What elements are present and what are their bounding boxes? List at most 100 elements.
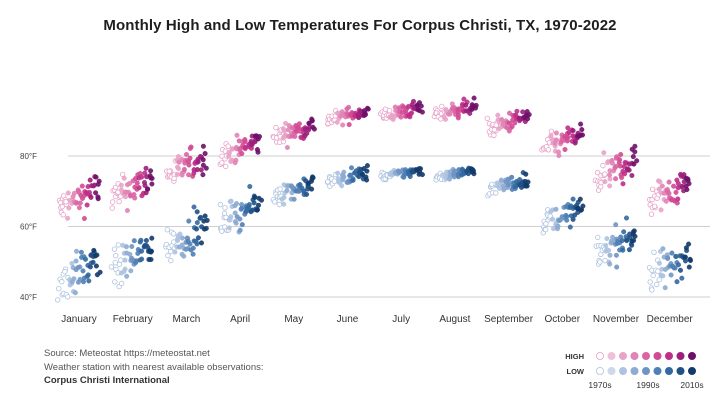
- low-point: [647, 279, 653, 285]
- high-point: [361, 112, 367, 118]
- low-point: [90, 259, 96, 265]
- legend-high-swatch: [619, 351, 628, 360]
- low-point: [364, 163, 370, 169]
- high-point: [578, 121, 584, 127]
- low-point: [686, 241, 692, 247]
- high-point: [81, 215, 87, 221]
- high-point: [174, 171, 180, 177]
- high-point: [439, 103, 445, 110]
- low-point: [650, 272, 656, 279]
- low-point: [71, 276, 77, 282]
- x-tick-label: August: [439, 314, 470, 325]
- high-point: [556, 149, 562, 155]
- low-point: [564, 213, 570, 219]
- high-point: [87, 177, 93, 183]
- high-point: [514, 108, 520, 114]
- high-point: [671, 183, 677, 189]
- low-point: [112, 279, 118, 285]
- low-point: [129, 243, 135, 249]
- high-point: [166, 168, 172, 175]
- high-point: [491, 132, 497, 138]
- high-point: [398, 114, 404, 120]
- high-point: [632, 143, 638, 149]
- high-point: [149, 181, 155, 187]
- low-point: [505, 182, 511, 188]
- low-point: [204, 217, 210, 223]
- low-point: [688, 258, 694, 264]
- legend-tick-1970s: 1970s: [588, 380, 611, 390]
- high-point: [118, 182, 124, 188]
- low-point: [172, 249, 178, 255]
- low-point: [69, 260, 75, 266]
- high-point: [65, 215, 71, 221]
- y-tick-label: 40°F: [20, 293, 37, 302]
- low-point: [93, 263, 99, 269]
- high-point: [109, 205, 115, 211]
- low-point: [620, 247, 626, 253]
- low-point: [219, 228, 225, 234]
- high-point: [601, 150, 607, 156]
- high-point: [491, 127, 498, 133]
- high-point: [526, 112, 532, 118]
- low-point: [364, 168, 370, 174]
- low-point: [190, 245, 196, 251]
- high-point: [471, 95, 477, 101]
- high-point: [200, 143, 206, 149]
- low-point: [525, 179, 531, 185]
- x-tick-label: June: [337, 314, 359, 325]
- low-point: [614, 264, 620, 270]
- low-point: [138, 237, 144, 243]
- low-point: [553, 206, 559, 212]
- high-point: [507, 110, 513, 116]
- high-point: [95, 196, 101, 202]
- low-point: [297, 182, 303, 188]
- high-point: [386, 107, 393, 114]
- low-point: [86, 278, 92, 284]
- low-point: [401, 174, 407, 180]
- high-point: [142, 182, 148, 188]
- low-point: [678, 267, 684, 273]
- high-point: [143, 165, 149, 171]
- low-point: [181, 253, 187, 259]
- low-point: [341, 174, 347, 180]
- high-point: [171, 175, 177, 182]
- high-point: [183, 151, 189, 157]
- low-point: [509, 174, 515, 180]
- legend-high-swatch: [642, 351, 651, 360]
- high-point: [59, 203, 65, 210]
- high-point: [93, 190, 99, 196]
- high-point: [280, 126, 286, 132]
- low-point: [256, 202, 262, 208]
- low-point: [73, 248, 79, 254]
- low-point: [277, 186, 283, 192]
- low-point: [597, 259, 603, 265]
- low-point: [78, 249, 84, 255]
- low-point: [556, 217, 562, 223]
- low-point: [194, 241, 200, 247]
- low-point: [304, 191, 310, 197]
- low-point: [203, 225, 209, 231]
- low-point: [259, 197, 265, 203]
- high-point: [613, 176, 619, 182]
- low-point: [202, 213, 208, 219]
- high-point: [198, 167, 204, 173]
- low-point: [59, 278, 65, 285]
- legend-tick-2010s: 2010s: [680, 380, 703, 390]
- low-point: [195, 235, 201, 241]
- low-point: [97, 269, 103, 275]
- low-point: [348, 172, 354, 178]
- low-point: [281, 201, 287, 207]
- high-point: [659, 183, 665, 189]
- low-point: [73, 258, 79, 264]
- low-point: [606, 247, 612, 253]
- legend-high-swatch: [665, 351, 674, 360]
- high-point: [132, 195, 138, 201]
- legend-high-swatch: [607, 351, 616, 360]
- low-point: [82, 256, 88, 262]
- high-point: [605, 160, 611, 166]
- low-point: [80, 268, 86, 274]
- high-point: [346, 122, 352, 128]
- high-point: [607, 172, 613, 178]
- high-point: [579, 127, 585, 133]
- legend-swatches: [596, 351, 697, 375]
